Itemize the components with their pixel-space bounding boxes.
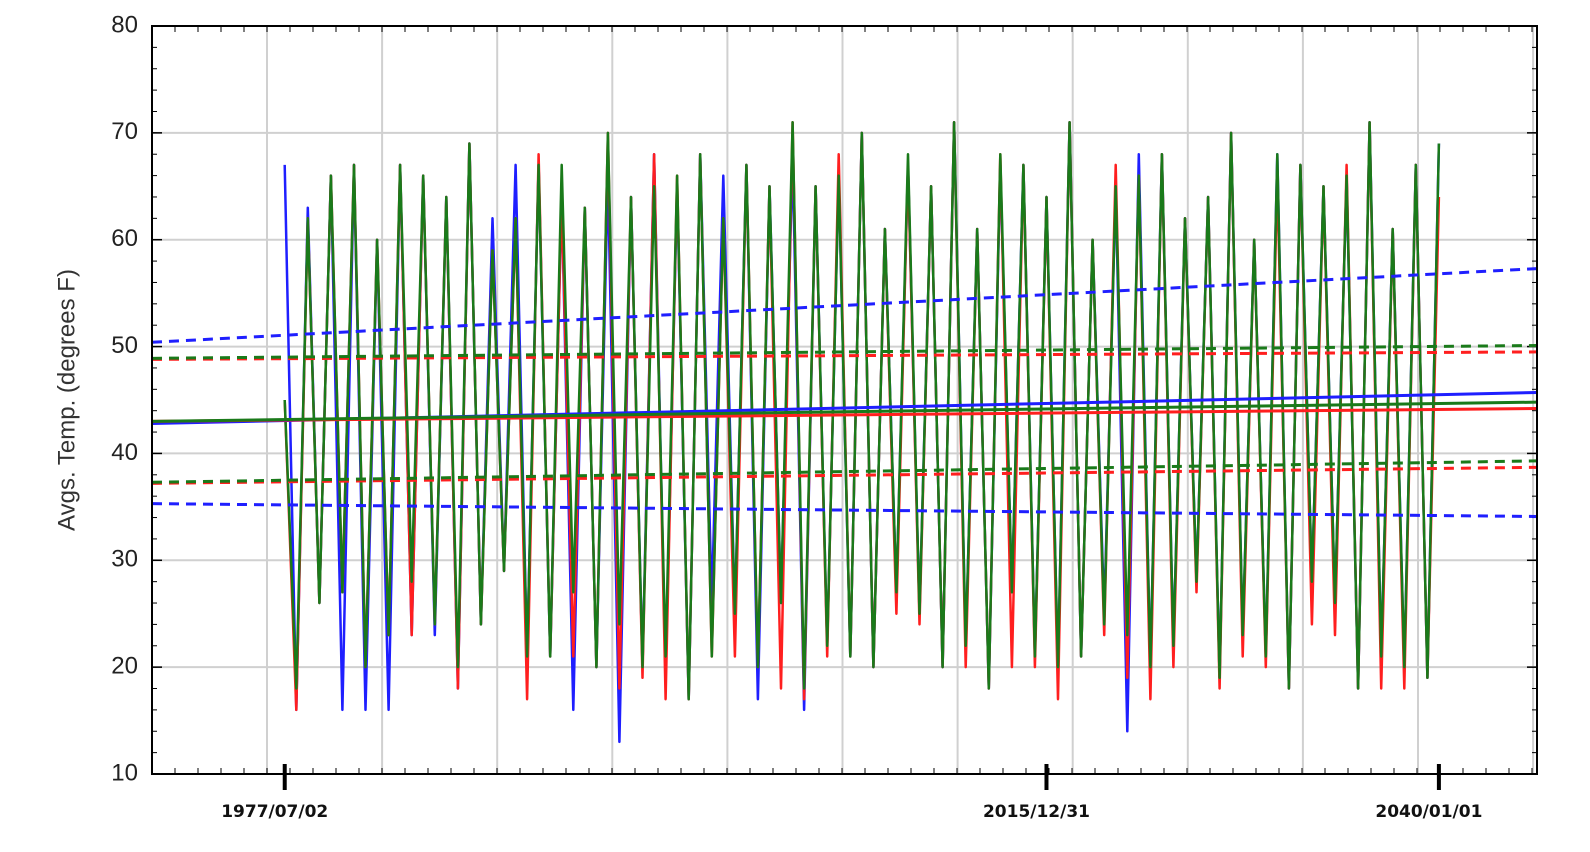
x-tick-label: 2015/12/31 xyxy=(983,802,1090,822)
y-tick-label: 80 xyxy=(111,11,138,38)
x-tick-label: 1977/07/02 xyxy=(221,802,328,822)
y-tick-label: 70 xyxy=(111,118,138,145)
plot-frame xyxy=(151,25,1538,775)
confidence-line xyxy=(151,267,1538,344)
confidence-line xyxy=(151,465,1538,485)
confidence-line xyxy=(151,502,1538,518)
data-line xyxy=(283,120,1441,701)
confidence-line xyxy=(151,459,1538,484)
y-axis-label: Avgs. Temp. (degrees F) xyxy=(53,269,80,531)
y-tick-label: 10 xyxy=(111,759,138,786)
y-tick-label: 60 xyxy=(111,225,138,252)
confidence-line xyxy=(151,344,1538,360)
y-tick-label: 30 xyxy=(111,546,138,573)
y-tick-label: 50 xyxy=(111,332,138,359)
trend-line xyxy=(151,400,1538,423)
x-tick-label: 2040/01/01 xyxy=(1375,802,1482,822)
y-tick-label: 20 xyxy=(111,652,138,679)
confidence-line xyxy=(151,350,1538,361)
y-tick-label: 40 xyxy=(111,439,138,466)
